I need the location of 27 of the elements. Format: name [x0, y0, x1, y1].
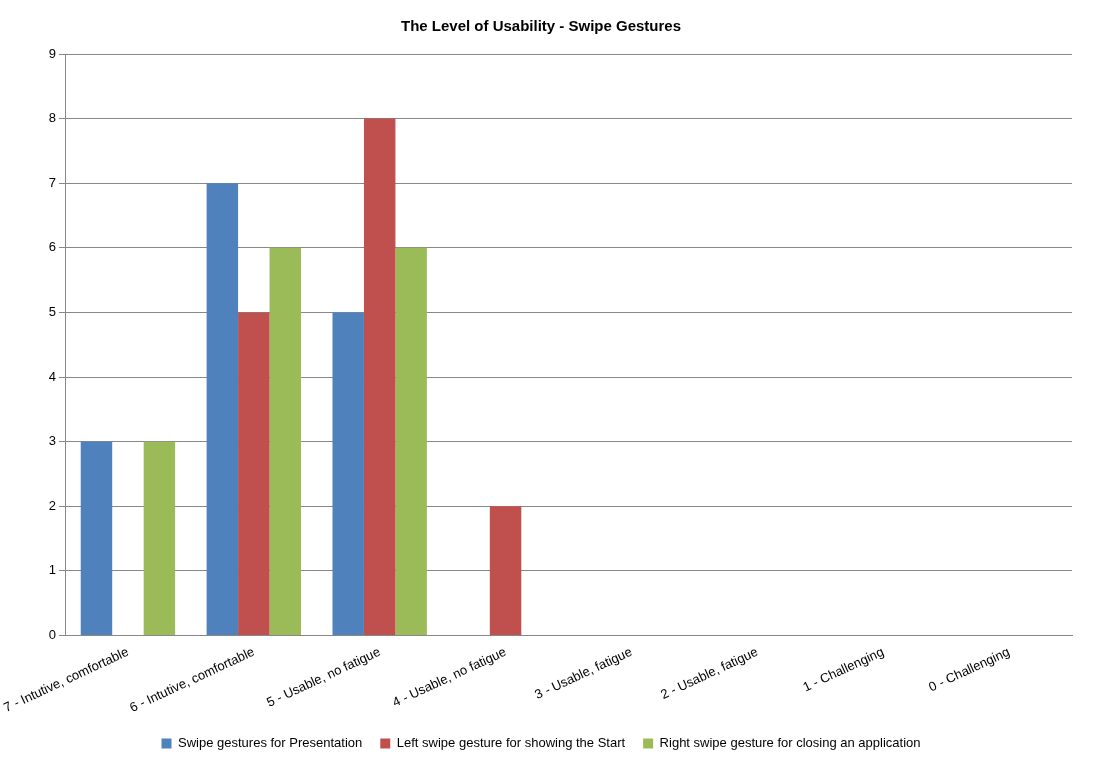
x-tick-label: 3 - Usable, fatigue	[532, 643, 635, 703]
y-tick-label: 8	[48, 110, 56, 126]
x-tick-label: 5 - Usable, no fatigue	[264, 643, 383, 710]
y-tick-label: 7	[48, 174, 56, 190]
x-tick-label: 4 - Usable, no fatigue	[390, 643, 509, 710]
bar	[489, 506, 522, 635]
y-tick-label: 6	[48, 239, 56, 255]
y-tick-label: 3	[48, 433, 56, 449]
bar	[206, 183, 239, 635]
y-tick-label: 0	[48, 627, 56, 643]
y-tick-label: 5	[48, 304, 56, 319]
bar	[269, 247, 302, 635]
legend-label: Swipe gestures for Presentation	[178, 735, 363, 751]
bar	[238, 312, 270, 635]
chart-title: The Level of Usability - Swipe Gestures	[400, 17, 682, 35]
bar	[80, 441, 113, 635]
y-tick-label: 9	[48, 45, 56, 61]
legend-label: Left swipe gesture for showing the Start	[396, 735, 626, 751]
bar	[363, 118, 396, 635]
x-tick-label: 2 - Usable, fatigue	[658, 643, 761, 703]
y-tick-label: 2	[48, 497, 56, 513]
bar	[395, 247, 427, 635]
y-tick-label: 4	[48, 368, 56, 384]
y-tick-label: 1	[48, 562, 56, 578]
legend-label: Right swipe gesture for closing an application	[659, 735, 921, 751]
bar	[332, 312, 364, 635]
bar	[143, 441, 176, 635]
